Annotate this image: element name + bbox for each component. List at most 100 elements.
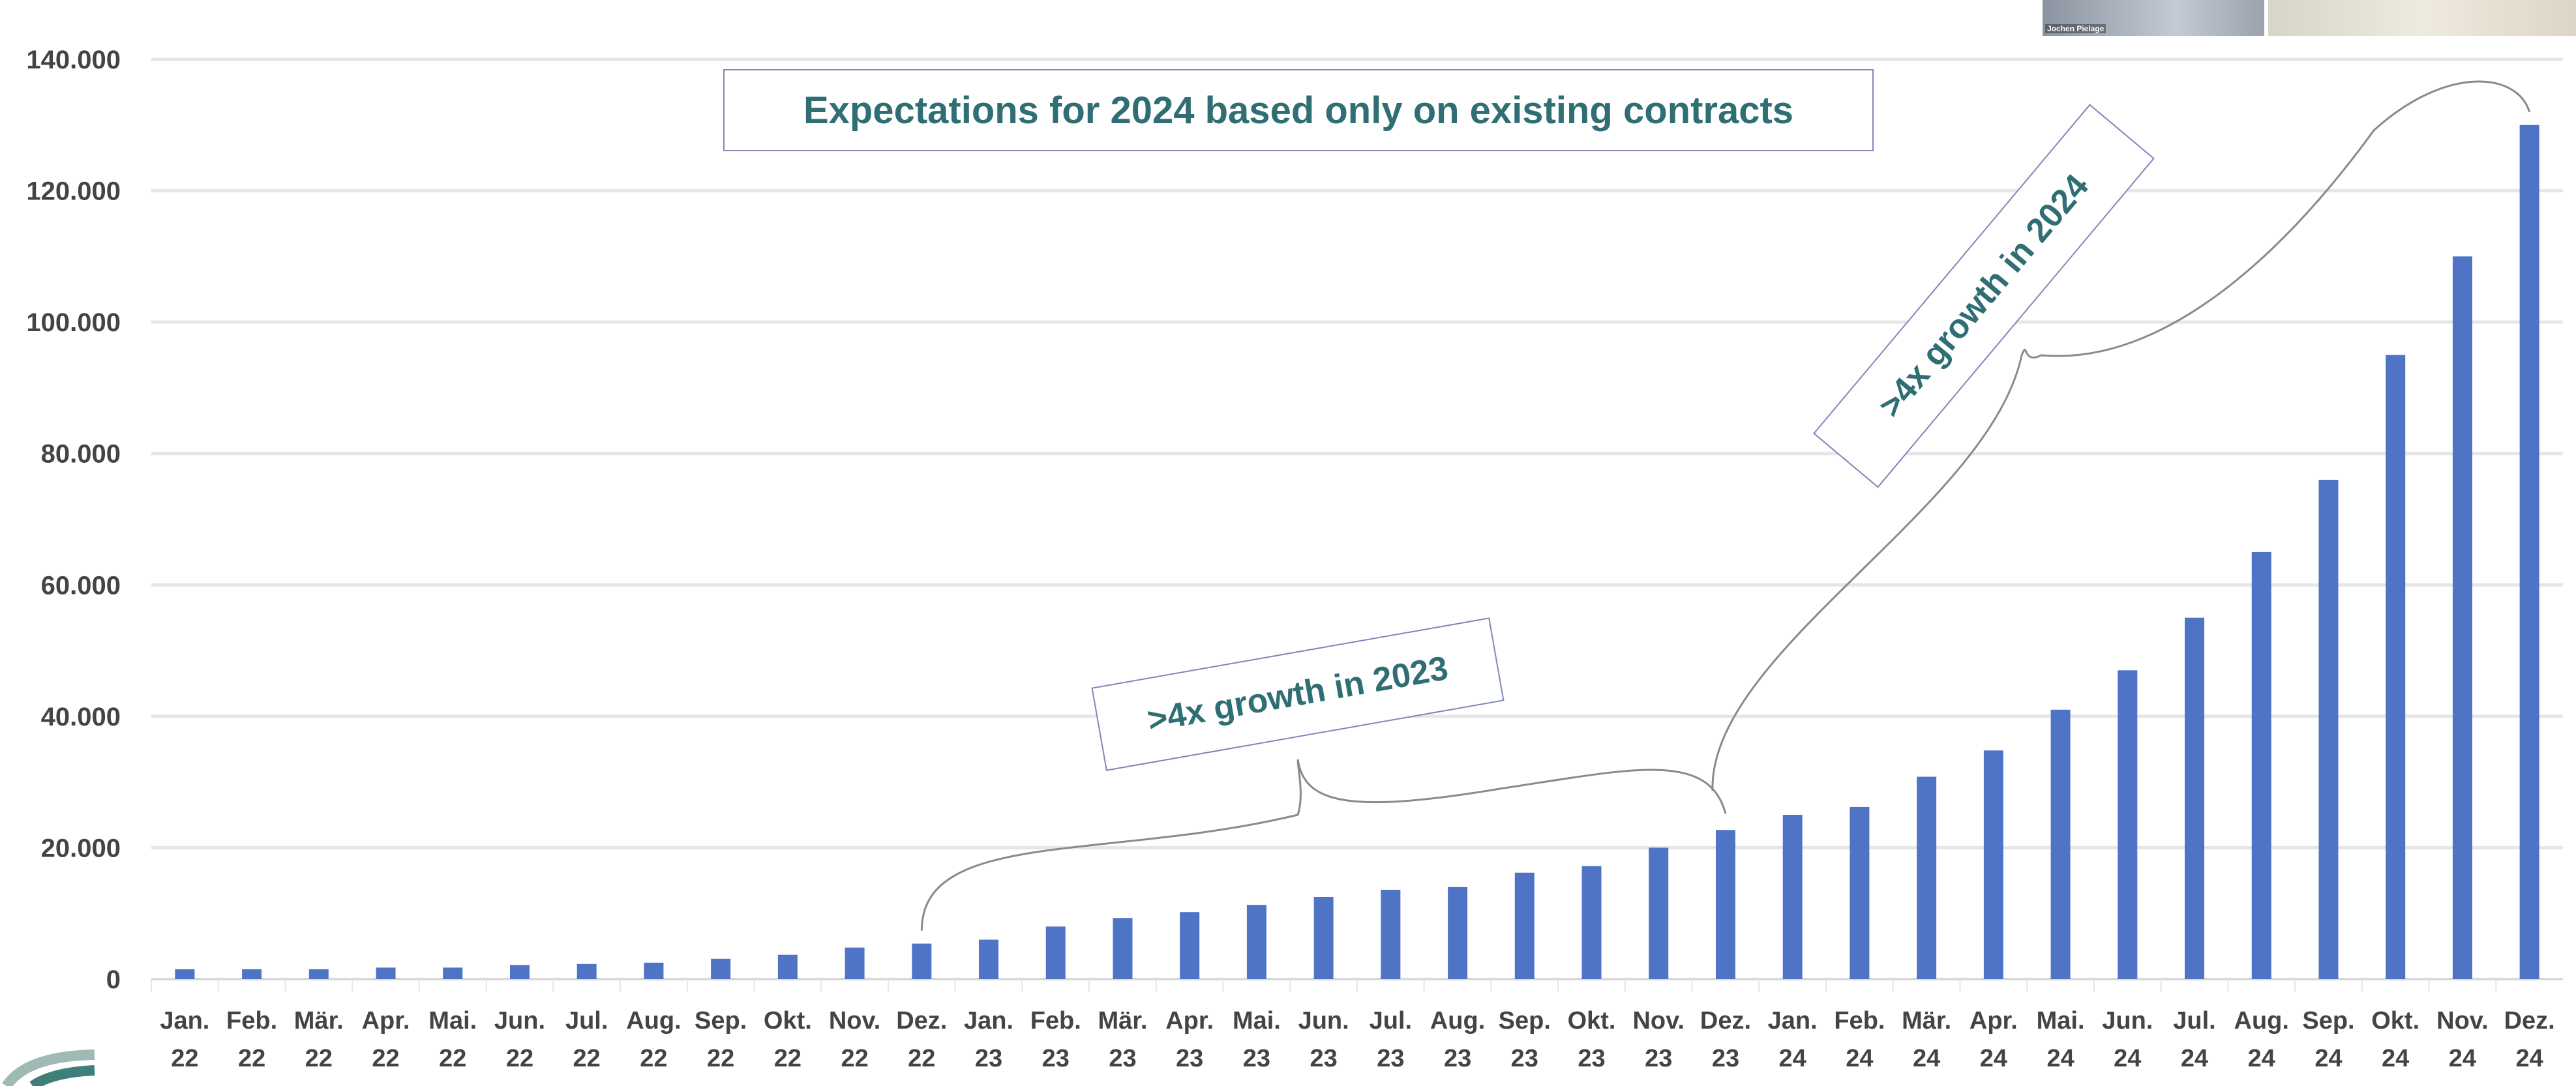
x-tick-label-year: 23 [1712, 1045, 1739, 1072]
x-tick-label-year: 23 [1176, 1045, 1203, 1072]
bar [2118, 670, 2138, 979]
bar [845, 947, 865, 979]
x-tick-label-month: Nov. [2436, 1007, 2489, 1035]
x-tick-label-year: 22 [171, 1045, 198, 1072]
x-tick-label-month: Nov. [829, 1007, 881, 1035]
y-tick-label: 80.000 [41, 440, 121, 469]
x-tick-label-month: Mär. [1902, 1007, 1951, 1035]
x-tick-label-month: Jan. [160, 1007, 209, 1035]
video-thumbnail-participant: Jochen Pielage [2043, 0, 2264, 36]
bar [1917, 776, 1937, 979]
x-tick-label-month: Dez. [2504, 1007, 2555, 1035]
x-tick-label-month: Apr. [1969, 1007, 2018, 1035]
x-tick-label-year: 22 [439, 1045, 466, 1072]
x-tick-label-year: 22 [841, 1045, 868, 1072]
bar [1983, 750, 2003, 979]
x-tick-label-month: Sep. [2302, 1007, 2354, 1035]
bar [376, 967, 396, 979]
x-tick-label-year: 23 [1377, 1045, 1404, 1072]
participant-name: Jochen Pielage [2045, 24, 2106, 33]
bar [577, 963, 597, 979]
x-tick-label-month: Okt. [2371, 1007, 2419, 1035]
video-thumbnail-self [2268, 0, 2576, 36]
bar [1649, 847, 1669, 979]
x-tick-label-year: 23 [1243, 1045, 1270, 1072]
bar [2386, 355, 2406, 979]
x-tick-label-year: 23 [1042, 1045, 1070, 1072]
x-tick-label-year: 22 [305, 1045, 333, 1072]
bar [644, 962, 664, 979]
x-tick-label-year: 24 [2248, 1045, 2275, 1072]
bar [912, 943, 932, 979]
bar [1850, 806, 1870, 979]
x-tick-label-year: 24 [2382, 1045, 2409, 1072]
x-tick-label-month: Jun. [2102, 1007, 2153, 1035]
x-tick-label-month: Mai. [2037, 1007, 2085, 1035]
bar [1246, 905, 1266, 979]
brace-2023 [920, 759, 1727, 931]
x-tick-label-year: 24 [1913, 1045, 1940, 1072]
x-tick-label-year: 24 [2114, 1045, 2141, 1072]
bar [308, 969, 329, 979]
x-tick-label-month: Feb. [1834, 1007, 1885, 1035]
x-tick-label-year: 24 [1779, 1045, 1806, 1072]
bar [443, 967, 463, 979]
bar [242, 969, 262, 979]
x-tick-label-month: Nov. [1632, 1007, 1685, 1035]
bar [1581, 866, 1602, 979]
bar [777, 954, 798, 979]
y-tick-label: 0 [106, 965, 121, 994]
x-tick-label-month: Jul. [1370, 1007, 1412, 1035]
x-tick-label-month: Okt. [764, 1007, 812, 1035]
x-tick-label-month: Sep. [695, 1007, 747, 1035]
bar [1113, 918, 1133, 979]
x-tick-label-year: 22 [506, 1045, 533, 1072]
bar [2050, 709, 2071, 979]
bar [2452, 256, 2472, 979]
x-tick-label-year: 22 [640, 1045, 667, 1072]
bar [2519, 125, 2539, 979]
x-tick-label-month: Jan. [1768, 1007, 1818, 1035]
x-tick-label-year: 23 [1511, 1045, 1538, 1072]
x-tick-label-year: 22 [238, 1045, 265, 1072]
bar [1514, 872, 1535, 979]
x-tick-label-year: 22 [908, 1045, 935, 1072]
x-tick-label-month: Mai. [1233, 1007, 1281, 1035]
x-tick-label-year: 22 [372, 1045, 399, 1072]
x-tick-label-year: 23 [1444, 1045, 1471, 1072]
x-tick-label-year: 22 [774, 1045, 801, 1072]
x-tick-label-month: Mär. [1098, 1007, 1147, 1035]
x-tick-label-month: Jan. [964, 1007, 1013, 1035]
brace-2024 [1711, 80, 2531, 791]
bar [2318, 480, 2339, 979]
bar [1715, 830, 1735, 979]
bar [2251, 551, 2271, 979]
y-tick-label: 40.000 [41, 703, 121, 731]
x-tick-label-month: Jun. [494, 1007, 545, 1035]
bar [1448, 887, 1468, 979]
bar [2185, 617, 2205, 979]
y-tick-label: 140.000 [26, 46, 121, 74]
x-tick-label-year: 24 [1846, 1045, 1873, 1072]
x-tick-label-year: 24 [2314, 1045, 2342, 1072]
x-tick-label-month: Aug. [626, 1007, 681, 1035]
y-tick-label: 20.000 [41, 834, 121, 862]
x-tick-label-month: Feb. [1030, 1007, 1081, 1035]
bar [711, 958, 731, 979]
x-tick-label-month: Sep. [1499, 1007, 1551, 1035]
x-tick-label-year: 23 [1578, 1045, 1605, 1072]
company-logo-icon [2, 1049, 95, 1086]
bar [509, 965, 530, 979]
bar [1180, 912, 1200, 979]
x-tick-label-year: 22 [573, 1045, 601, 1072]
y-tick-label: 100.000 [26, 308, 121, 337]
bar [979, 939, 999, 979]
x-tick-label-month: Jun. [1298, 1007, 1349, 1035]
x-tick-label-month: Aug. [1430, 1007, 1485, 1035]
x-tick-label-year: 23 [1109, 1045, 1136, 1072]
y-tick-label: 60.000 [41, 571, 121, 600]
bar [1381, 889, 1401, 979]
x-tick-label-month: Dez. [1700, 1007, 1751, 1035]
bar [1045, 926, 1066, 979]
x-tick-label-year: 24 [2046, 1045, 2074, 1072]
